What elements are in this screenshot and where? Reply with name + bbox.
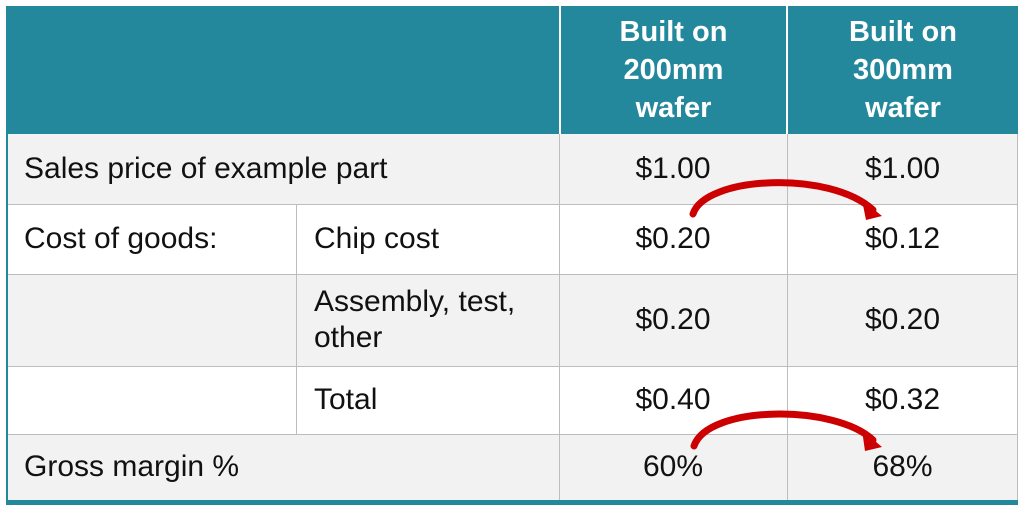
row-chip-sublabel: Chip cost <box>296 204 559 274</box>
assembly-200mm-value: $0.20 <box>635 303 711 336</box>
cost-comparison-table: Built on 200mm wafer Built on 300mm wafe… <box>6 6 1018 504</box>
grid-hline-2 <box>6 274 1018 275</box>
grid-hline-1 <box>6 204 1018 205</box>
header-blank-cell <box>6 6 559 134</box>
row-sales-300mm: $1.00 <box>787 134 1018 204</box>
curved-arrow-gross-margin-icon <box>690 410 882 451</box>
grid-vline-3 <box>296 204 297 434</box>
row-margin-label: Gross margin % <box>6 434 559 500</box>
chip-200mm-value: $0.20 <box>635 222 711 255</box>
total-label-text: Total <box>314 383 378 416</box>
header-divider-2 <box>786 6 788 134</box>
header-300mm: Built on 300mm wafer <box>788 6 1018 134</box>
sales-label-text: Sales price of example part <box>24 152 388 185</box>
table-bottom-border <box>6 500 1018 505</box>
row-margin-200mm: 60% <box>559 434 787 500</box>
row-chip-300mm: $0.12 <box>787 204 1018 274</box>
row-assembly-blank <box>6 274 296 366</box>
row-assembly-300mm: $0.20 <box>787 274 1018 366</box>
total-200mm-value: $0.40 <box>635 383 711 416</box>
row-chip-200mm: $0.20 <box>559 204 787 274</box>
assembly-300mm-value: $0.20 <box>864 303 941 336</box>
row-total-blank <box>6 366 296 434</box>
margin-300mm-value: 68% <box>872 450 933 483</box>
total-300mm-value: $0.32 <box>864 383 941 416</box>
assembly-label-text: Assembly, test, other <box>314 285 516 354</box>
curved-arrow-chip-cost-icon <box>689 179 882 220</box>
grid-vline-right <box>1017 134 1018 500</box>
grid-vline-1 <box>559 134 560 500</box>
row-assembly-200mm: $0.20 <box>559 274 787 366</box>
header-300mm-label: Built on 300mm wafer <box>849 16 957 124</box>
row-cogs-label: Cost of goods: <box>6 204 296 274</box>
row-total-300mm: $0.32 <box>787 366 1018 434</box>
header-200mm: Built on 200mm wafer <box>561 6 786 134</box>
sales-200mm-value: $1.00 <box>635 152 711 185</box>
grid-vline-2 <box>787 134 788 500</box>
chip-cost-label-text: Chip cost <box>314 222 440 255</box>
table-left-border <box>6 6 8 504</box>
grid-hline-3 <box>6 366 1018 367</box>
row-assembly-sublabel: Assembly, test, other <box>296 274 559 366</box>
cogs-label-text: Cost of goods: <box>24 222 218 255</box>
margin-200mm-value: 60% <box>642 450 704 483</box>
row-sales-200mm: $1.00 <box>559 134 787 204</box>
header-divider-1 <box>559 6 561 134</box>
chip-300mm-value: $0.12 <box>864 222 941 255</box>
sales-300mm-value: $1.00 <box>864 152 941 185</box>
grid-hline-4 <box>6 434 1018 435</box>
margin-label-text: Gross margin % <box>24 450 240 483</box>
header-200mm-label: Built on 200mm wafer <box>619 16 728 124</box>
row-total-200mm: $0.40 <box>559 366 787 434</box>
row-sales-label: Sales price of example part <box>6 134 559 204</box>
row-margin-300mm: 68% <box>787 434 1018 500</box>
row-total-sublabel: Total <box>296 366 559 434</box>
